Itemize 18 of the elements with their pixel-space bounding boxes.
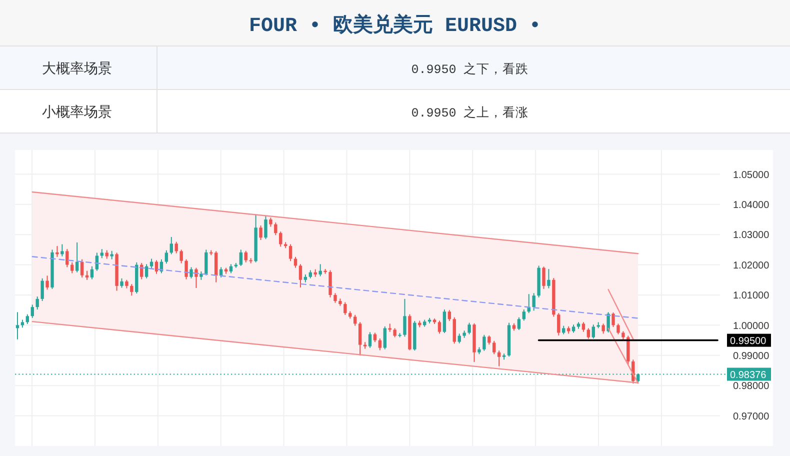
y-tick-label: 1.02000	[733, 260, 770, 272]
text: 大概率场景	[42, 60, 112, 76]
y-tick-label: 0.98000	[733, 381, 770, 392]
ref-line-label: 0.98376	[730, 370, 767, 381]
y-tick-label: 0.97000	[733, 411, 770, 422]
y-tick-label: 1.04000	[733, 200, 770, 211]
text: 0.9950 之上，看涨	[411, 105, 529, 120]
title: FOUR • 欧美兑美元 EURUSD •	[248, 15, 542, 38]
y-tick-label: 1.05000	[733, 170, 770, 181]
y-tick-label: 1.00000	[733, 320, 770, 332]
y-tick-label: 0.99000	[733, 350, 770, 362]
y-tick-label: 1.01000	[733, 290, 770, 302]
text: 0.9950 之下，看跌	[411, 62, 529, 77]
y-tick-label: 1.03000	[733, 230, 770, 242]
value-tag: 0.99500	[727, 334, 771, 347]
series-label: 0.99500	[730, 336, 767, 347]
value-tag: 0.98376	[727, 368, 771, 381]
text: 小概率场景	[42, 103, 112, 120]
